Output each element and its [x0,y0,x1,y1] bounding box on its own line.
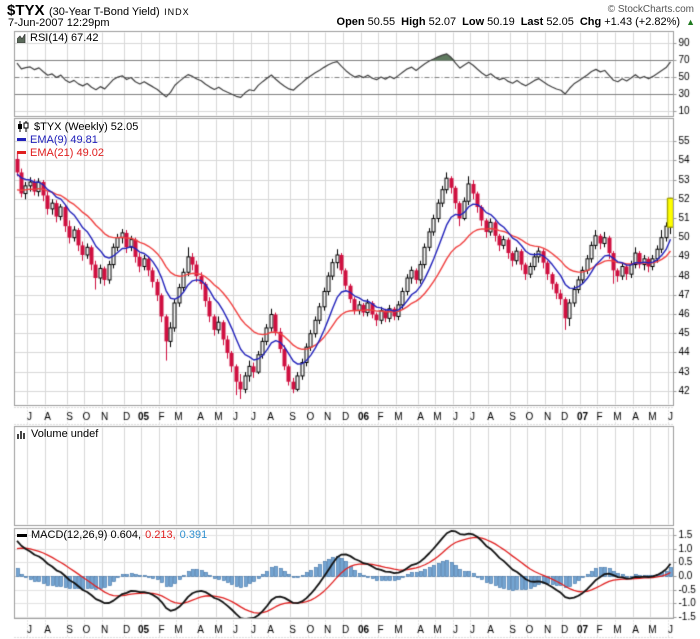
volume-legend: Volume undef [17,428,98,440]
high-value: 52.07 [428,16,457,28]
candlestick-icon [17,121,30,132]
volume-bars-icon [17,430,27,439]
price-legend-label: $TYX (Weekly) 52.05 [34,120,139,133]
copyright-notice: © StockCharts.com [607,4,694,15]
quote-low: Low 50.19 [462,16,515,28]
macd-legend-value: MACD(12,26,9) 0.604, [31,529,142,541]
symbol-name: (30-Year T-Bond Yield) [48,6,160,18]
rsi-panel-icon [16,32,26,43]
volume-legend-label: Volume undef [31,428,99,440]
macd-signal-value: 0.213, [145,529,176,541]
rsi-legend: RSI(14) 67.42 [16,32,99,44]
ema21-line-swatch-icon [17,151,26,154]
open-label: Open [336,16,365,28]
rsi-legend-label: RSI(14) 67.42 [30,32,99,44]
chart-datetime: 7-Jun-2007 12:29pm [8,17,110,29]
price-legend-main: $TYX (Weekly) 52.05 [17,120,138,133]
macd-hist-value: 0.391 [179,529,208,541]
change-label: Chg [579,16,602,28]
change-up-arrow-icon: ▲ [686,16,695,27]
macd-line-swatch-icon [17,533,27,537]
low-value: 50.19 [487,16,515,28]
quote-open: Open 50.55 [337,16,396,28]
ema21-legend-label: EMA(21) 49.02 [30,146,104,159]
last-value: 52.05 [546,16,574,28]
quote-high: High 52.07 [401,16,456,28]
macd-legend: MACD(12,26,9) 0.604, 0.213, 0.391 [17,529,207,541]
last-label: Last [520,16,544,28]
quote-change: Chg +1.43 (+2.82%) [580,16,680,28]
ema9-legend: EMA(9) 49.81 [17,133,138,146]
low-label: Low [462,16,485,28]
quote-summary: Open 50.55 High 52.07 Low 50.19 Last 52.05 C… [337,16,695,28]
price-legend: $TYX (Weekly) 52.05 EMA(9) 49.81 EMA(21)… [17,120,138,159]
change-value: +1.43 (+2.82%) [604,16,681,28]
ema21-legend: EMA(21) 49.02 [17,146,138,159]
symbol-exchange: INDX [164,7,190,17]
open-value: 50.55 [367,16,396,28]
symbol-ticker: $TYX [7,2,45,19]
quote-last: Last 52.05 [521,16,574,28]
high-label: High [401,16,426,28]
ema9-line-swatch-icon [17,138,26,141]
header: $TYX (30-Year T-Bond Yield) INDX [7,2,190,19]
ema9-legend-label: EMA(9) 49.81 [30,133,98,146]
